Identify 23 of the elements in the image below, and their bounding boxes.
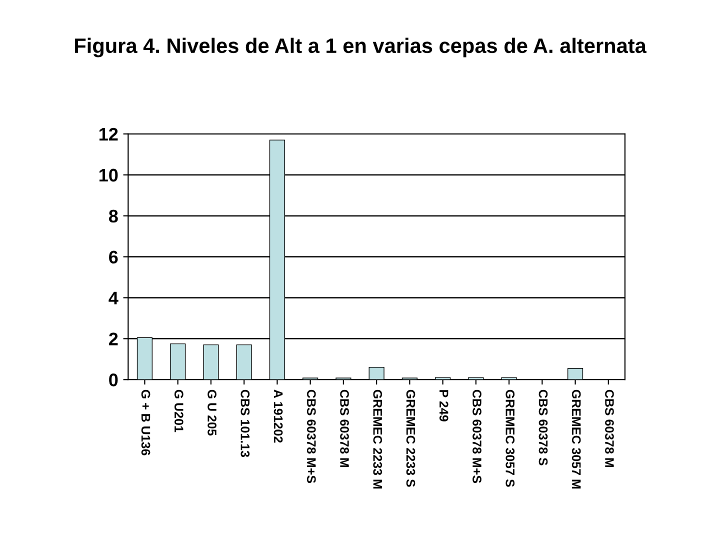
y-tick-label: 10: [99, 168, 118, 182]
x-tick-label: GREMEC 3057 M: [572, 390, 581, 489]
y-tick-label: 4: [108, 292, 118, 304]
x-tick-label: A 191202: [274, 390, 283, 443]
x-tick-label: GREMEC 3057 S: [506, 390, 515, 487]
y-tick-label: 8: [108, 210, 118, 223]
x-tick-label: G U201: [174, 390, 184, 432]
y-tick-label: 12: [99, 128, 118, 140]
x-tick-label: CBS 60378 M: [340, 390, 349, 468]
y-tick-label: 2: [109, 332, 118, 346]
x-tick-label: G U 205: [208, 390, 216, 436]
x-tick-label: CBS 101.13: [240, 390, 250, 457]
x-tick-label: CBS 60378 M+S: [472, 390, 482, 483]
y-tick-label: 6: [109, 250, 118, 264]
x-tick-label: CBS 60378 M: [605, 390, 614, 468]
y-tick-label: 0: [109, 374, 118, 386]
x-tick-label: CBS 60378 S: [538, 390, 548, 466]
x-tick-label: GREMEC 2233 S: [406, 390, 416, 487]
x-tick-label: GREMEC 2233 M: [373, 390, 382, 489]
x-tick-label: P 249: [439, 390, 448, 422]
x-tick-label: G + B U136: [141, 390, 150, 456]
x-tick-label: CBS 60378 M+S: [306, 390, 316, 483]
chart-title: Figura 4. Niveles de Alt a 1 en varias cepas de A. alternata: [75, 38, 647, 58]
